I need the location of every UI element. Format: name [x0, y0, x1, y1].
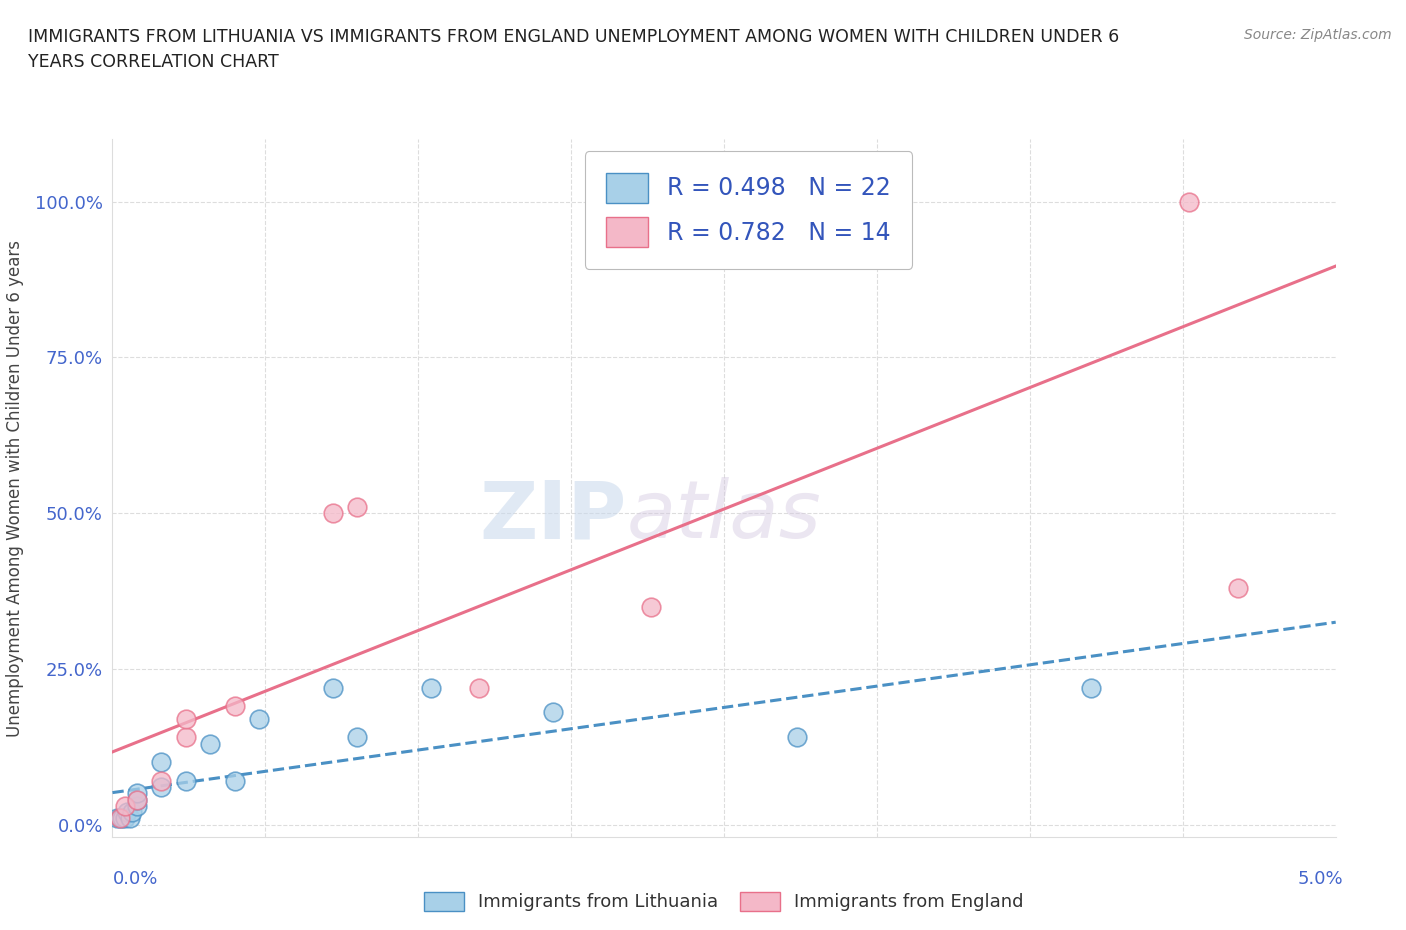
Point — [835, 194, 858, 209]
Text: IMMIGRANTS FROM LITHUANIA VS IMMIGRANTS FROM ENGLAND UNEMPLOYMENT AMONG WOMEN WI: IMMIGRANTS FROM LITHUANIA VS IMMIGRANTS … — [28, 28, 1119, 71]
Point — [174, 711, 197, 726]
Point — [346, 499, 368, 514]
Point — [115, 804, 138, 819]
Point — [174, 730, 197, 745]
Text: Source: ZipAtlas.com: Source: ZipAtlas.com — [1244, 28, 1392, 42]
Text: 0.0%: 0.0% — [112, 870, 157, 888]
Text: ZIP: ZIP — [479, 477, 626, 555]
Point — [419, 680, 441, 695]
Point — [108, 811, 131, 826]
Y-axis label: Unemployment Among Women with Children Under 6 years: Unemployment Among Women with Children U… — [6, 240, 24, 737]
Point — [200, 737, 222, 751]
Point — [1178, 194, 1201, 209]
Point — [150, 755, 173, 770]
Point — [346, 730, 368, 745]
Point — [125, 792, 148, 807]
Point — [247, 711, 270, 726]
Point — [125, 792, 148, 807]
Point — [322, 680, 344, 695]
Point — [111, 811, 134, 826]
Point — [224, 698, 246, 713]
Point — [174, 774, 197, 789]
Point — [640, 599, 662, 614]
Text: 5.0%: 5.0% — [1298, 870, 1343, 888]
Point — [468, 680, 491, 695]
Point — [125, 799, 148, 814]
Point — [114, 811, 136, 826]
Point — [322, 506, 344, 521]
Point — [108, 811, 131, 826]
Point — [118, 811, 141, 826]
Point — [541, 705, 564, 720]
Point — [114, 799, 136, 814]
Point — [1226, 580, 1249, 595]
Point — [224, 774, 246, 789]
Point — [150, 774, 173, 789]
Text: atlas: atlas — [626, 477, 821, 555]
Point — [105, 811, 128, 826]
Point — [121, 804, 143, 819]
Point — [1080, 680, 1102, 695]
Legend: Immigrants from Lithuania, Immigrants from England: Immigrants from Lithuania, Immigrants fr… — [418, 884, 1031, 919]
Point — [125, 786, 148, 801]
Point — [786, 730, 808, 745]
Point — [150, 779, 173, 794]
